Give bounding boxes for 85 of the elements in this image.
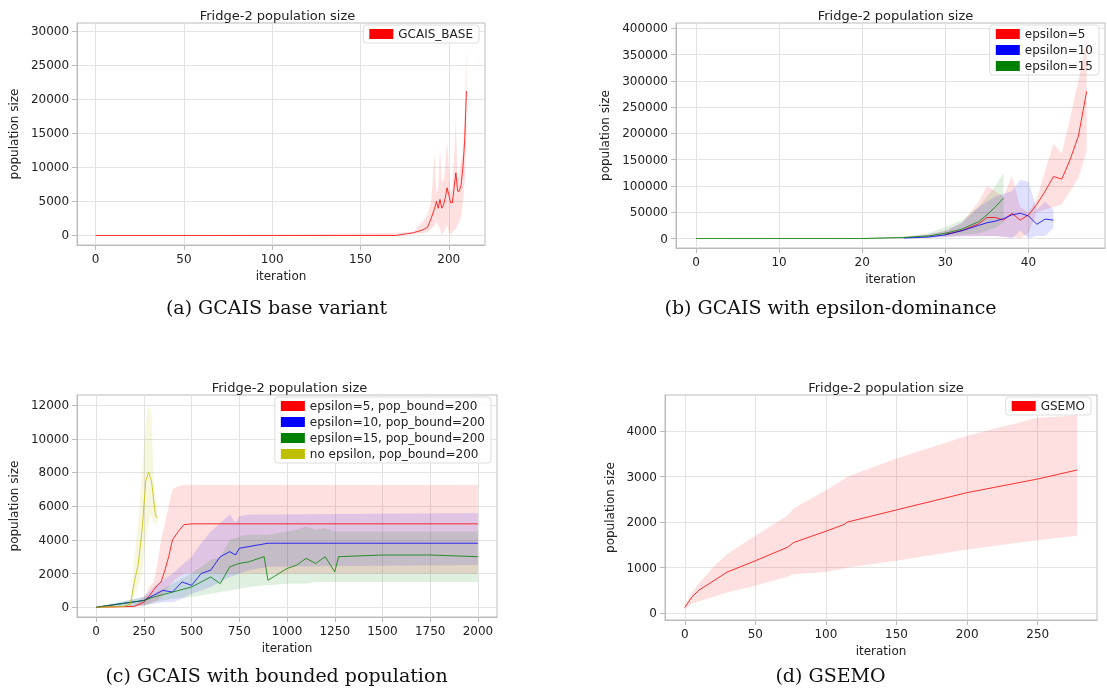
x-tick-label: 0 bbox=[91, 252, 100, 266]
x-tick-label: 500 bbox=[180, 624, 204, 638]
x-tick-label: 150 bbox=[885, 627, 908, 641]
y-tick-label: 4000 bbox=[38, 532, 70, 547]
x-axis-title: iteration bbox=[255, 268, 307, 283]
chart-title: Fridge-2 population size bbox=[817, 8, 974, 23]
x-tick-label: 20 bbox=[854, 255, 870, 269]
text: (d) GSEMO bbox=[775, 663, 886, 686]
text: (c) GCAIS with bounded population bbox=[105, 663, 448, 686]
y-tick-label: 200000 bbox=[622, 126, 668, 141]
x-tick-label: 50 bbox=[747, 627, 763, 641]
y-tick-label: 100000 bbox=[622, 178, 668, 193]
text: (b) GCAIS with epsilon-dominance bbox=[664, 295, 997, 318]
y-axis-title: population size bbox=[7, 88, 21, 180]
y-tick-label: 4000 bbox=[626, 424, 657, 439]
y-tick-label: 0 bbox=[61, 600, 70, 615]
line-series bbox=[95, 472, 158, 608]
x-tick-label: 1250 bbox=[319, 624, 351, 638]
y-axis-title: population size bbox=[602, 462, 617, 553]
x-tick-label: 750 bbox=[227, 624, 251, 638]
y-tick-label: 6000 bbox=[38, 499, 70, 514]
y-tick-label: 10000 bbox=[30, 160, 70, 175]
line-series bbox=[695, 197, 1004, 239]
y-tick-label: 12000 bbox=[30, 398, 70, 413]
y-tick-label: 3000 bbox=[626, 469, 657, 484]
y-tick-label: 1000 bbox=[626, 560, 657, 575]
x-axis-title: iteration bbox=[865, 271, 916, 286]
x-tick-label: 0 bbox=[692, 255, 700, 269]
y-tick-label: 30000 bbox=[30, 24, 70, 39]
legend-label: no epsilon, pop_bound=200 bbox=[309, 447, 479, 461]
legend-label: GCAIS_BASE bbox=[398, 27, 473, 41]
y-tick-label: 50000 bbox=[629, 205, 668, 220]
x-tick-label: 1500 bbox=[367, 624, 398, 638]
y-tick-label: 8000 bbox=[38, 465, 70, 480]
x-axis-title: iteration bbox=[261, 640, 313, 655]
legend-label: epsilon=5, pop_bound=200 bbox=[309, 399, 478, 413]
y-tick-label: 0 bbox=[649, 605, 657, 620]
line-series bbox=[903, 212, 1054, 239]
x-tick-label: 150 bbox=[349, 252, 372, 266]
x-tick-label: 200 bbox=[437, 252, 461, 266]
chart-title: Fridge-2 population size bbox=[199, 8, 356, 23]
x-tick-label: 250 bbox=[132, 624, 156, 638]
line-series bbox=[95, 90, 467, 236]
y-tick-label: 5000 bbox=[38, 194, 70, 209]
x-tick-label: 100 bbox=[260, 252, 284, 266]
y-tick-label: 300000 bbox=[622, 73, 668, 88]
y-tick-label: 400000 bbox=[622, 21, 668, 36]
y-tick-label: 2000 bbox=[38, 566, 70, 581]
y-tick-label: 15000 bbox=[30, 126, 70, 141]
y-tick-label: 10000 bbox=[30, 431, 70, 446]
legend-label: epsilon=15, pop_bound=200 bbox=[309, 431, 486, 445]
y-tick-label: 150000 bbox=[622, 152, 668, 167]
line-series bbox=[944, 90, 1088, 235]
y-tick-label: 0 bbox=[660, 231, 668, 246]
legend-label: epsilon=10, pop_bound=200 bbox=[309, 415, 486, 429]
chart-title: Fridge-2 population size bbox=[808, 380, 964, 395]
legend-label: GSEMO bbox=[1040, 399, 1085, 413]
y-axis-title: population size bbox=[598, 90, 613, 181]
x-tick-label: 250 bbox=[1026, 627, 1050, 641]
x-tick-label: 30 bbox=[937, 255, 954, 269]
y-tick-label: 250000 bbox=[622, 100, 668, 115]
x-axis-title: iteration bbox=[855, 643, 907, 658]
x-tick-label: 2000 bbox=[462, 624, 494, 638]
y-tick-label: 25000 bbox=[30, 58, 70, 73]
x-tick-label: 1750 bbox=[414, 624, 446, 638]
line-series bbox=[95, 554, 479, 608]
y-tick-label: 0 bbox=[61, 228, 70, 243]
y-tick-label: 350000 bbox=[622, 47, 668, 62]
x-tick-label: 0 bbox=[680, 627, 689, 641]
text: (a) GCAIS base variant bbox=[165, 295, 388, 318]
legend-label: epsilon=10 bbox=[1024, 43, 1094, 57]
y-tick-label: 2000 bbox=[626, 515, 657, 530]
chart-title: Fridge-2 population size bbox=[211, 380, 368, 395]
legend-label: epsilon=15 bbox=[1024, 59, 1094, 73]
x-tick-label: 10 bbox=[771, 255, 787, 269]
x-tick-label: 1000 bbox=[271, 624, 303, 638]
x-tick-label: 0 bbox=[92, 624, 100, 638]
line-series bbox=[684, 469, 1078, 608]
y-axis-title: population size bbox=[7, 460, 21, 552]
x-tick-label: 50 bbox=[176, 252, 192, 266]
legend-label: epsilon=5 bbox=[1024, 27, 1086, 41]
x-tick-label: 200 bbox=[955, 627, 979, 641]
x-tick-label: 40 bbox=[1020, 255, 1037, 269]
x-tick-label: 100 bbox=[814, 627, 838, 641]
y-tick-label: 20000 bbox=[30, 92, 70, 107]
